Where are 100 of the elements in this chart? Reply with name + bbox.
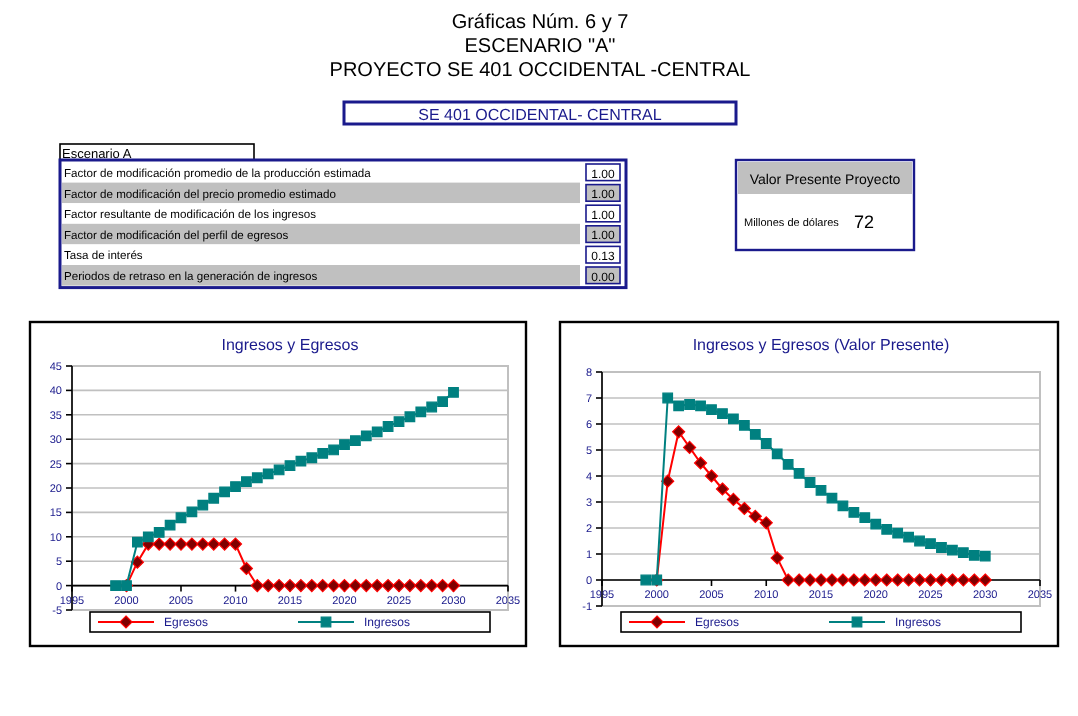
point [360, 430, 372, 442]
point [284, 460, 296, 471]
point [956, 573, 970, 587]
point [715, 482, 730, 496]
point [382, 421, 394, 432]
point [792, 573, 806, 587]
point [683, 440, 697, 454]
point [945, 573, 959, 587]
point [759, 516, 773, 530]
point [661, 474, 675, 488]
point [273, 464, 285, 476]
point [392, 579, 406, 593]
point [294, 579, 308, 593]
point [957, 547, 969, 559]
point [749, 429, 761, 440]
point [197, 499, 209, 511]
point [251, 472, 263, 484]
point [218, 537, 232, 551]
point [152, 537, 166, 551]
point [110, 580, 121, 591]
point [185, 537, 199, 551]
point [771, 448, 783, 460]
point [415, 406, 427, 418]
point [903, 531, 914, 543]
point [947, 544, 958, 556]
point [436, 579, 450, 593]
point [695, 400, 706, 412]
point [726, 492, 740, 506]
point [738, 419, 750, 431]
point [859, 512, 871, 523]
point [902, 573, 916, 587]
point [317, 447, 329, 459]
point [662, 392, 674, 404]
point [967, 573, 981, 587]
point [728, 413, 739, 425]
point [640, 574, 652, 586]
point [370, 579, 384, 593]
point [934, 573, 949, 587]
point [448, 386, 459, 398]
point [404, 411, 416, 423]
point [142, 531, 154, 543]
text: SE 401 OCCIDENTAL- CENTRAL [418, 106, 663, 124]
point [132, 536, 143, 548]
point [241, 476, 252, 488]
point [272, 579, 286, 593]
point [414, 579, 428, 593]
point [781, 573, 795, 587]
point [892, 527, 904, 539]
point [328, 444, 339, 456]
point [426, 401, 438, 413]
point [219, 486, 230, 498]
point [936, 542, 947, 553]
point [880, 573, 894, 587]
point [295, 455, 307, 467]
point [814, 573, 828, 587]
point [153, 527, 165, 538]
point [350, 435, 361, 447]
point [207, 537, 221, 551]
point [305, 579, 319, 593]
point [348, 579, 362, 593]
point [923, 573, 938, 587]
text: 72 [853, 212, 875, 232]
point [978, 573, 992, 587]
point [782, 458, 794, 470]
point [672, 425, 686, 439]
point [196, 537, 210, 551]
point [881, 523, 893, 535]
point [770, 551, 784, 565]
point [760, 438, 772, 449]
point [979, 550, 991, 562]
point [437, 396, 448, 408]
point [371, 426, 383, 438]
point [283, 579, 297, 593]
point [163, 537, 177, 551]
point [684, 399, 695, 410]
point [230, 481, 241, 492]
point [327, 579, 341, 593]
point [174, 537, 188, 551]
point [261, 579, 275, 593]
point [446, 579, 461, 593]
point [748, 509, 762, 523]
text: Gráficas Núm. 6 y 7 [451, 12, 630, 34]
point [837, 500, 849, 512]
point [717, 408, 728, 419]
point [858, 573, 872, 587]
point [737, 501, 751, 516]
point [870, 518, 882, 530]
point [673, 400, 685, 412]
point [914, 535, 925, 547]
chart-title: Ingresos y Egresos [221, 336, 359, 354]
point [239, 561, 253, 576]
point [208, 492, 220, 504]
point [804, 477, 816, 488]
point [186, 506, 198, 518]
point [793, 468, 805, 479]
point [316, 579, 330, 593]
point [912, 573, 927, 587]
point [164, 519, 176, 531]
point [848, 507, 860, 518]
point [393, 416, 405, 428]
